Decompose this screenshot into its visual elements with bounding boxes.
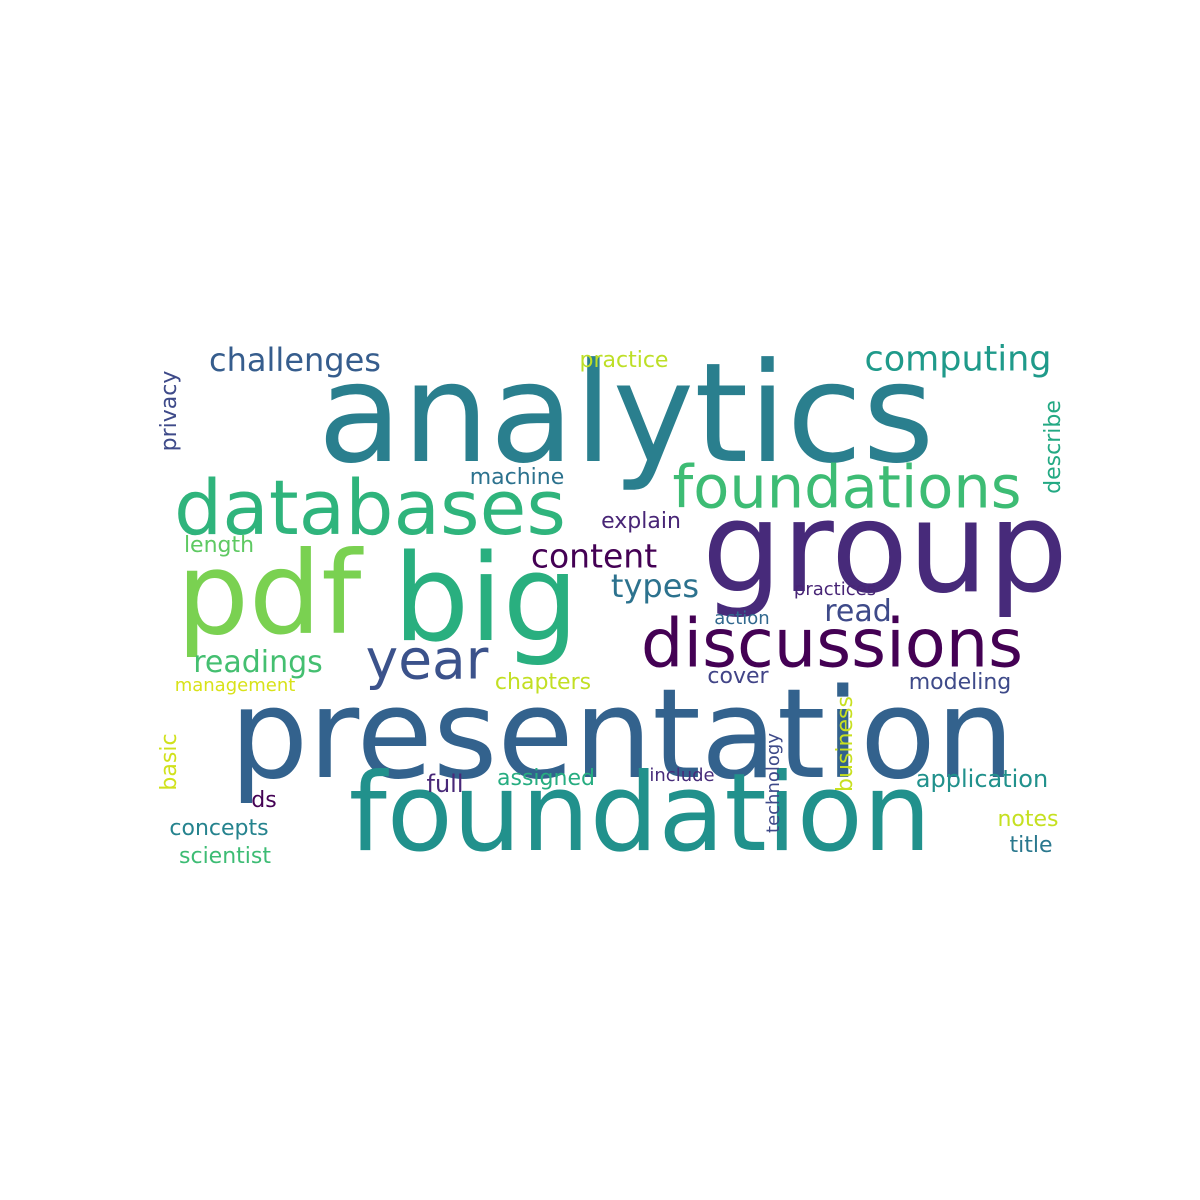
word-full: full [426, 770, 464, 798]
word-pdf: pdf [176, 527, 362, 660]
word-title: title [1009, 833, 1053, 858]
word-scientist: scientist [179, 844, 271, 869]
word-practice: practice [579, 348, 669, 373]
word-big: big [393, 530, 579, 669]
word-basic: basic [157, 733, 182, 791]
word-concepts: concepts [169, 816, 269, 841]
word-notes: notes [997, 807, 1059, 832]
word-analytics: analytics [317, 333, 935, 494]
word-practices: practices [793, 579, 877, 600]
word-explain: explain [601, 509, 681, 534]
word-technology: technology [763, 733, 784, 833]
word-business: business [833, 696, 858, 792]
word-privacy: privacy [157, 370, 182, 452]
word-length: length [183, 533, 255, 558]
word-chapters: chapters [494, 670, 592, 695]
word-cover: cover [707, 664, 769, 689]
word-readings: readings [193, 645, 323, 680]
word-content: content [530, 536, 658, 576]
word-include: include [649, 765, 715, 786]
word-presentation: presentation [229, 663, 1015, 807]
word-assigned: assigned [497, 766, 595, 791]
word-foundations: foundations [672, 452, 1022, 522]
word-discussions: discussions [640, 604, 1024, 683]
word-machine: machine [469, 465, 565, 490]
word-application: application [915, 765, 1049, 793]
word-computing: computing [864, 339, 1052, 380]
word-action: action [714, 608, 770, 629]
word-types: types [610, 567, 700, 605]
word-year: year [365, 627, 489, 692]
word-foundation: foundation [348, 751, 932, 876]
word-management: management [174, 675, 296, 696]
word-databases: databases [174, 463, 566, 552]
word-modeling: modeling [908, 670, 1012, 695]
word-ds: ds [251, 788, 277, 813]
word-describe: describe [1041, 400, 1066, 494]
word-read: read [824, 594, 892, 629]
word-group: group [702, 474, 1068, 621]
word-challenges: challenges [209, 341, 381, 379]
